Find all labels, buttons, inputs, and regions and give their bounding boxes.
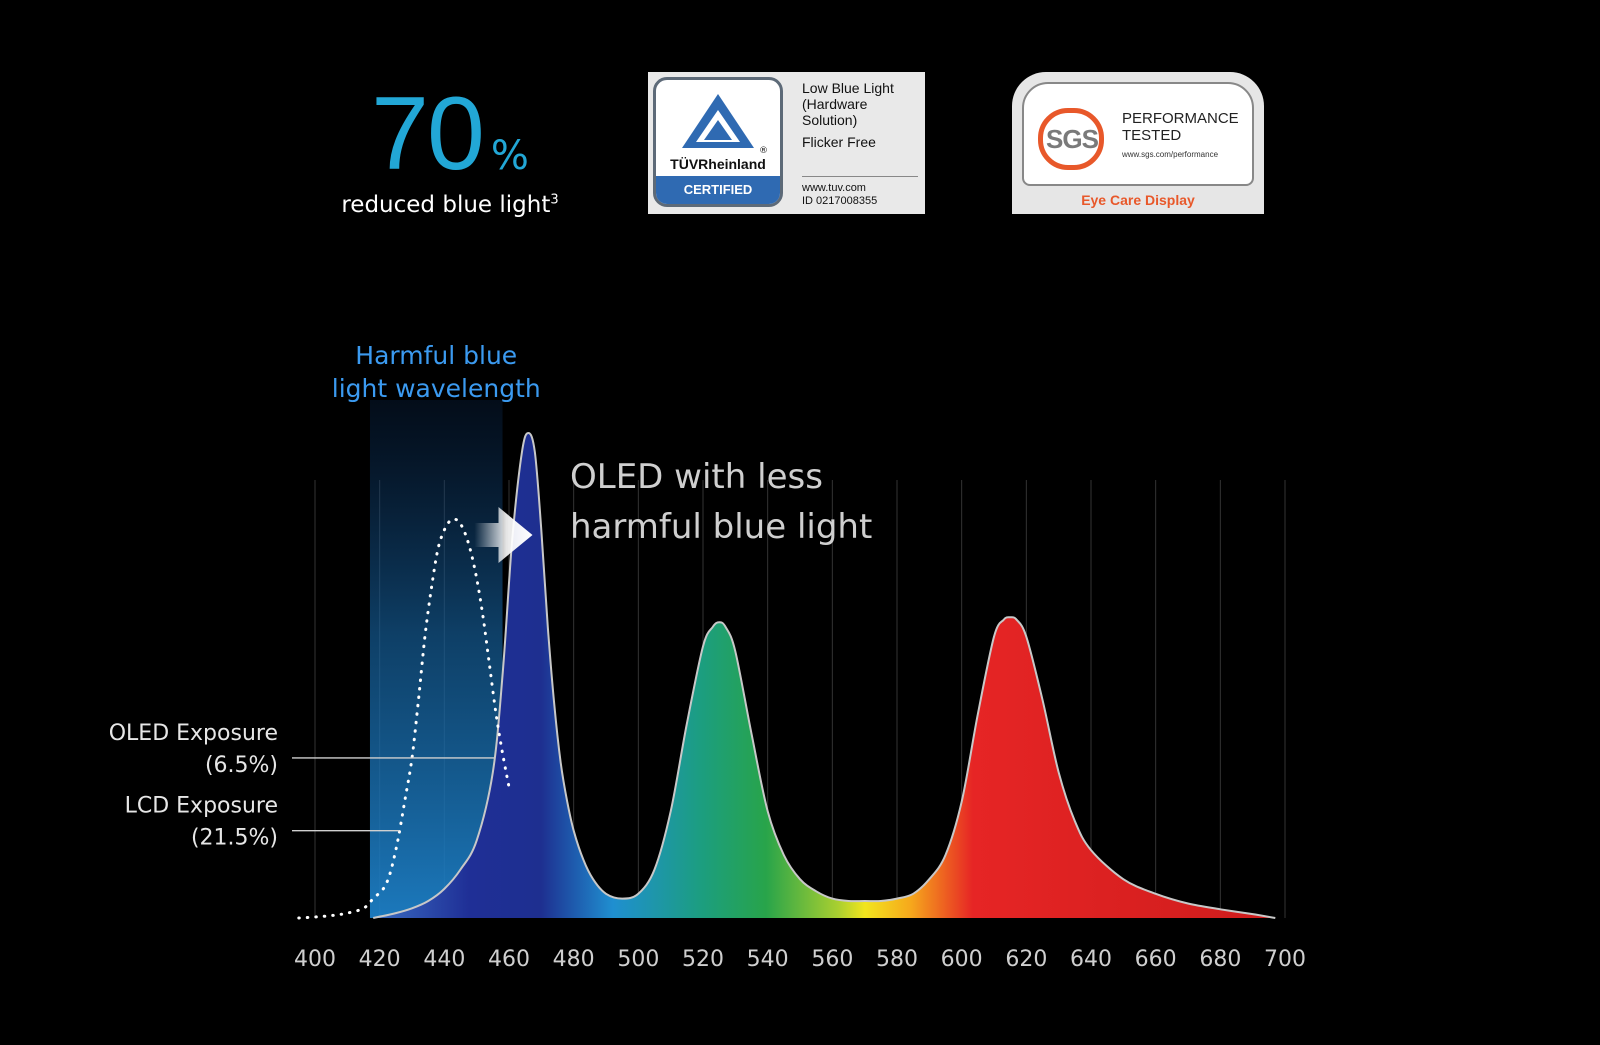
callout-arrow-icon xyxy=(474,507,533,563)
x-tick-label: 460 xyxy=(488,947,530,972)
footnote-marker: 3 xyxy=(550,192,559,208)
exposure-label-line: (6.5%) xyxy=(205,753,278,778)
grid-lines xyxy=(314,480,1286,918)
stat-caption: reduced blue light3 xyxy=(341,192,559,218)
sgs-performance-tested: PERFORMANCE TESTED xyxy=(1122,110,1239,144)
callout-line: OLED with less xyxy=(570,457,823,497)
lcd-spectrum-curve xyxy=(297,517,511,920)
registered-mark: ® xyxy=(759,146,768,156)
harmful-band-label-line: Harmful blue xyxy=(355,341,517,370)
harmful-band-label: Harmful blue light wavelength xyxy=(332,341,541,403)
blue-light-stat: 70% reduced blue light3 xyxy=(320,82,580,218)
x-tick-label: 560 xyxy=(811,947,853,972)
exposure-label-line: (21.5%) xyxy=(191,826,278,851)
x-tick-label: 700 xyxy=(1264,947,1306,972)
tuv-seal: TÜVRheinland ® CERTIFIED xyxy=(653,77,783,207)
tuv-description: Low Blue Light (Hardware Solution) Flick… xyxy=(802,80,920,150)
x-tick-label: 660 xyxy=(1135,947,1177,972)
sgs-ring-icon xyxy=(1038,108,1104,170)
x-tick-label: 540 xyxy=(747,947,789,972)
oled-spectrum-area xyxy=(373,433,1276,918)
sgs-badge: SGS PERFORMANCE TESTED www.sgs.com/perfo… xyxy=(1012,72,1264,214)
x-tick-label: 440 xyxy=(423,947,465,972)
x-tick-label: 420 xyxy=(359,947,401,972)
stat-value: 70 xyxy=(371,76,485,192)
harmful-band-label-line: light wavelength xyxy=(332,374,541,403)
x-tick-label: 520 xyxy=(682,947,724,972)
eye-care-label: Eye Care Display xyxy=(1081,192,1195,208)
certified-label: CERTIFIED xyxy=(656,176,780,204)
sgs-url: www.sgs.com/performance xyxy=(1122,150,1219,159)
x-tick-label: 600 xyxy=(941,947,983,972)
callout-line: harmful blue light xyxy=(570,507,872,547)
oled-spectrum-outline xyxy=(372,431,1276,919)
stat-unit: % xyxy=(490,133,529,179)
x-axis-ticks: 400 420 440 460 480 500 520 540 560 580 600 620 640 6… xyxy=(294,947,1306,972)
sgs-brand: SGS xyxy=(1046,124,1099,154)
x-tick-label: 580 xyxy=(876,947,918,972)
x-tick-label: 500 xyxy=(617,947,659,972)
tuv-brand: TÜVRheinland xyxy=(670,156,766,172)
exposure-annotations: OLED Exposure (6.5%) LCD Exposure (21.5%) xyxy=(109,721,495,851)
tuv-footer: www.tuv.com ID 0217008355 xyxy=(802,182,878,207)
oled-callout-text: OLED with less harmful blue light xyxy=(570,457,872,547)
x-tick-label: 620 xyxy=(1005,947,1047,972)
x-tick-label: 680 xyxy=(1199,947,1241,972)
x-tick-label: 480 xyxy=(553,947,595,972)
tuv-triangle-icon xyxy=(682,94,754,148)
tuv-divider xyxy=(802,176,918,177)
exposure-label-line: OLED Exposure xyxy=(109,721,278,746)
flicker-free-label: Flicker Free xyxy=(802,134,876,150)
sgs-panel: SGS PERFORMANCE TESTED www.sgs.com/perfo… xyxy=(1022,82,1254,186)
tuv-rheinland-badge: TÜVRheinland ® CERTIFIED Low Blue Light … xyxy=(648,72,925,214)
x-tick-label: 640 xyxy=(1070,947,1112,972)
exposure-label-line: LCD Exposure xyxy=(125,794,278,819)
x-tick-label: 400 xyxy=(294,947,336,972)
